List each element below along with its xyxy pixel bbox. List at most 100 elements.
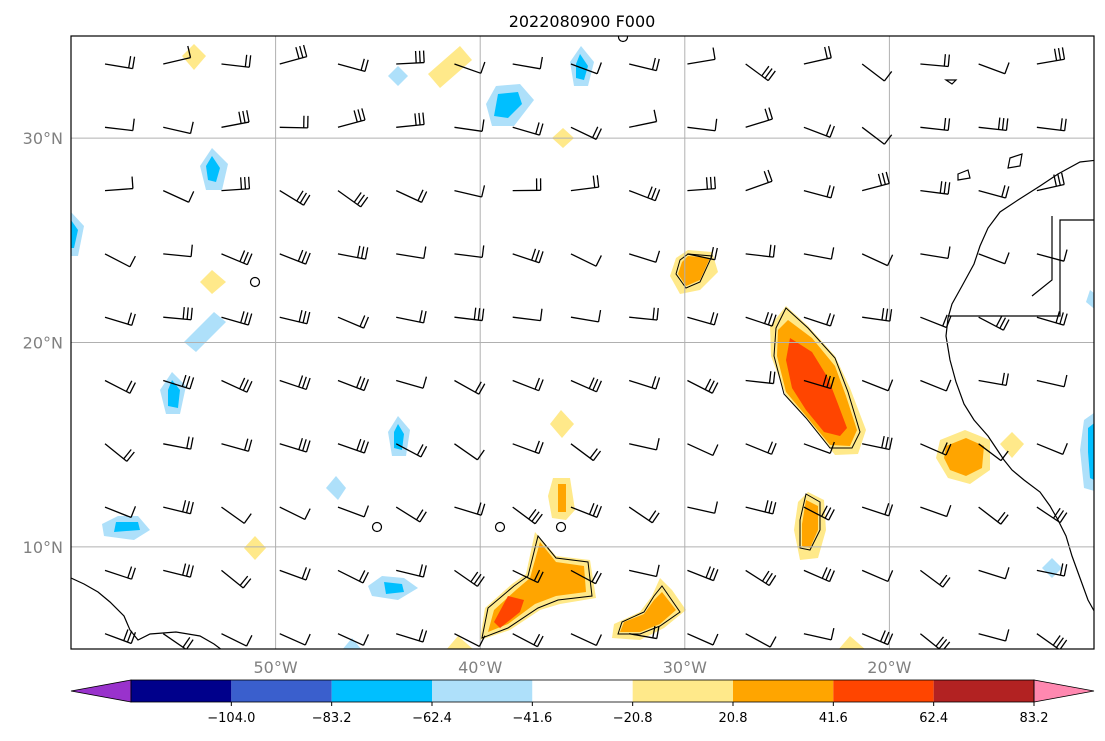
wind-barb — [395, 506, 427, 523]
lat-label: 10°N — [23, 538, 63, 557]
contour-ring — [371, 521, 383, 533]
colorbar-segment — [331, 680, 432, 702]
wind-barb — [978, 506, 1009, 525]
wind-barb — [163, 121, 194, 135]
wind-barb — [396, 376, 428, 389]
wind-barb — [512, 440, 544, 455]
wind-barb — [512, 56, 543, 70]
wind-barb — [163, 45, 192, 65]
wind-barb — [396, 246, 427, 260]
wind-barb — [687, 312, 719, 326]
wind-barb — [1036, 374, 1068, 388]
wind-barb — [861, 171, 890, 192]
feature-halo-blue — [1086, 290, 1094, 309]
wind-barb — [803, 441, 835, 454]
wind-barb — [920, 569, 951, 588]
wind-barb — [163, 244, 193, 258]
wind-barb — [687, 566, 719, 582]
wind-barb — [104, 566, 136, 580]
wind-barbs — [104, 44, 1068, 649]
wind-barb — [454, 502, 486, 516]
wind-barb — [745, 107, 774, 128]
wind-barb — [104, 55, 136, 70]
wind-barb — [687, 247, 718, 261]
wind-barb — [978, 185, 1010, 199]
wind-barb — [803, 627, 835, 641]
wind-barb — [687, 443, 719, 457]
wind-barb — [570, 309, 602, 323]
wind-barb — [803, 374, 835, 390]
wind-barb — [396, 50, 425, 65]
wind-barb — [628, 506, 660, 524]
wind-barb — [861, 630, 894, 646]
wind-barb — [1036, 563, 1068, 577]
wind-barb — [570, 175, 600, 192]
wind-barb — [104, 176, 134, 192]
feature-orange — [620, 592, 676, 632]
colorbar-segment — [833, 680, 934, 702]
wind-barb — [279, 190, 311, 206]
wind-barb — [570, 443, 602, 462]
feature-orange-red — [494, 596, 524, 628]
wind-barb — [745, 244, 776, 258]
colorbar-tick-label: −104.0 — [207, 711, 255, 726]
wind-barb — [279, 567, 311, 581]
wind-barb — [978, 62, 1010, 75]
wind-barb — [803, 567, 835, 583]
wind-barb — [337, 190, 369, 208]
wind-barb — [745, 569, 777, 587]
wind-barb — [279, 375, 311, 391]
wind-barb — [337, 569, 369, 584]
colorbar-tick-label: 20.8 — [719, 711, 748, 726]
wind-barb — [978, 443, 1009, 462]
wind-barb — [396, 564, 427, 578]
feature-outline — [481, 534, 593, 639]
wind-barb — [920, 314, 952, 329]
wind-barb — [745, 311, 777, 327]
colorbar-segment — [131, 680, 232, 702]
wind-barb — [862, 308, 893, 322]
colorbar-tick-label: −62.4 — [412, 711, 452, 726]
wind-barb — [163, 563, 194, 578]
shaded-features — [71, 44, 1094, 649]
wind-barb — [687, 633, 719, 646]
wind-barb — [337, 633, 370, 646]
lat-label: 20°N — [23, 334, 63, 353]
feature-blue — [206, 156, 220, 182]
colorbar-extend-low — [70, 679, 132, 703]
wind-barb — [163, 374, 195, 390]
wind-barb — [920, 117, 951, 132]
feature-blue — [114, 522, 140, 532]
feature-halo-yellow — [838, 636, 865, 649]
wind-barb — [221, 377, 253, 393]
border-line — [948, 219, 1094, 317]
wind-barb — [454, 379, 486, 395]
island-outline — [944, 79, 958, 85]
colorbar-tick-label: −41.6 — [512, 711, 552, 726]
wind-barb — [221, 54, 252, 68]
wind-barb — [512, 377, 544, 392]
latitude-labels: 10°N 20°N 30°N — [23, 129, 63, 557]
wind-barb — [570, 126, 602, 140]
wind-barb — [978, 315, 1010, 331]
wind-barb — [337, 58, 369, 73]
wind-barb — [745, 169, 773, 192]
wind-barb — [104, 629, 137, 645]
wind-barb — [687, 118, 718, 132]
wind-barb — [1036, 442, 1068, 455]
wind-barb — [978, 117, 1009, 132]
wind-barb — [512, 633, 544, 648]
colorbar-segment — [733, 680, 834, 702]
wind-barb — [629, 625, 660, 640]
feature-halo-yellow — [550, 410, 574, 438]
lon-label: 50°W — [254, 658, 298, 677]
wind-barb — [978, 567, 1010, 580]
wind-barb — [745, 633, 777, 648]
feature-halo-blue — [326, 476, 346, 500]
wind-barb — [163, 307, 193, 321]
wind-barb — [279, 506, 311, 521]
wind-barb — [279, 249, 311, 265]
feature-orange-red — [786, 338, 847, 436]
feature-halo-blue — [388, 66, 408, 86]
